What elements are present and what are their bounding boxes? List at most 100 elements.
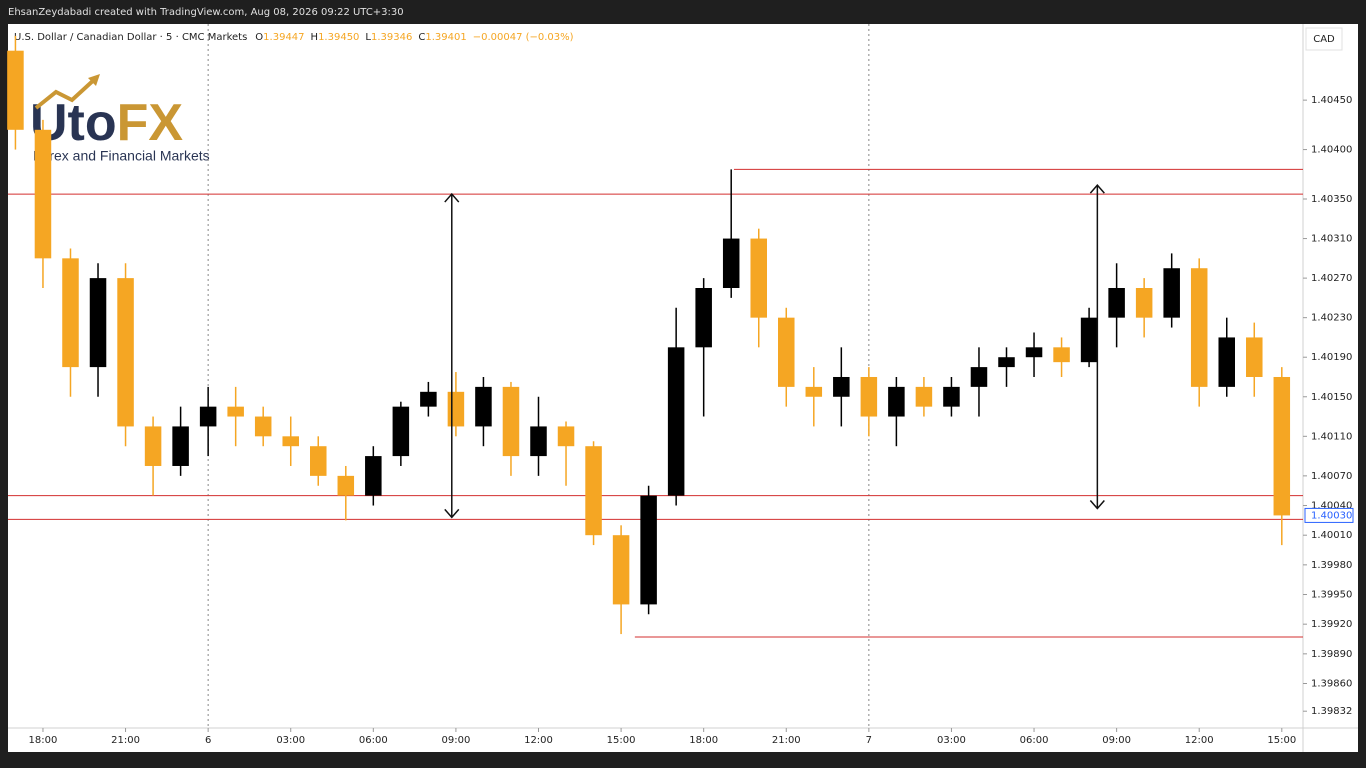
legend-ohlc-value: 1.39447 <box>263 32 304 43</box>
candle-body <box>7 50 24 130</box>
currency: CAD <box>1313 34 1335 45</box>
x-tick-label: 6 <box>205 735 211 746</box>
candle-body <box>1080 317 1098 363</box>
candle-body <box>1163 268 1180 318</box>
candle-body <box>612 535 630 605</box>
candle-body <box>227 406 244 417</box>
candle-body <box>640 495 657 605</box>
candle-body <box>833 376 850 397</box>
candle-body <box>475 386 492 427</box>
candle-body <box>310 446 327 476</box>
y-tick-label: 1.40190 <box>1311 352 1352 363</box>
y-tick-label: 1.40400 <box>1311 145 1352 156</box>
y-tick-label: 1.40110 <box>1311 431 1352 442</box>
last-price-box <box>1304 507 1354 523</box>
y-tick-label: 1.39920 <box>1311 619 1352 630</box>
x-tick-label: 06:00 <box>1020 735 1049 746</box>
candle-body <box>778 317 795 387</box>
candle-body <box>1025 347 1043 358</box>
candle-body <box>970 367 988 387</box>
y-tick-label: 1.39950 <box>1311 590 1352 601</box>
y-tick-label: 1.40350 <box>1311 194 1352 205</box>
y-tick-label: 1.40310 <box>1311 234 1352 245</box>
y-tick-label: 1.39890 <box>1311 649 1352 660</box>
x-tick-label: 21:00 <box>111 735 140 746</box>
logo-arrowhead <box>88 74 100 86</box>
candle-body <box>1246 337 1263 377</box>
candle-body <box>89 278 107 368</box>
x-tick-label: 03:00 <box>937 735 966 746</box>
candle-body <box>172 426 189 466</box>
candle-body <box>282 436 299 447</box>
x-tick-label: 03:00 <box>276 735 305 746</box>
y-tick-label: 1.39860 <box>1311 679 1352 690</box>
x-tick-label: 12:00 <box>524 735 553 746</box>
x-tick-label: 06:00 <box>359 735 388 746</box>
x-tick-label: 18:00 <box>29 735 58 746</box>
candle-body <box>365 456 382 496</box>
legend-title: U.S. Dollar / Canadian Dollar · 5 · CMC … <box>14 32 247 43</box>
arrowhead <box>1089 184 1105 194</box>
arrowhead <box>1089 500 1105 510</box>
x-tick-label: 7 <box>866 735 872 746</box>
legend-ohlc-label: C <box>418 32 425 43</box>
logo-arrow <box>34 76 98 110</box>
candle-body <box>1135 288 1153 318</box>
candle-body <box>502 386 520 457</box>
candle-body <box>557 426 575 447</box>
candle-body <box>1108 288 1125 318</box>
legend-ohlc-value: 1.39450 <box>318 32 359 43</box>
candle-body <box>667 347 685 496</box>
candle-body <box>943 386 960 407</box>
legend-ohlc-value: 1.39401 <box>425 32 466 43</box>
y-tick-label: 1.39980 <box>1311 560 1352 571</box>
x-tick-label: 09:00 <box>441 735 470 746</box>
y-tick-label: 1.40150 <box>1311 392 1352 403</box>
candle-body <box>392 406 410 457</box>
candle-body <box>722 238 740 288</box>
candle-body <box>254 416 272 437</box>
y-tick-label: 1.40040 <box>1311 501 1352 512</box>
y-tick-label: 1.40230 <box>1311 313 1352 324</box>
candle-body <box>1273 376 1291 516</box>
y-tick-label: 1.39832 <box>1311 706 1352 717</box>
candle-body <box>1053 347 1070 363</box>
candle-body <box>34 129 52 259</box>
x-tick-label: 15:00 <box>1267 735 1296 746</box>
legend-header: U.S. Dollar / Canadian Dollar · 5 · CMC … <box>14 32 574 43</box>
candle-body <box>585 446 602 536</box>
legend-change: −0.00047 (−0.03%) <box>473 32 574 43</box>
y-tick-label: 1.40010 <box>1311 530 1352 541</box>
arrowhead <box>444 508 460 519</box>
currency-box <box>1305 27 1343 51</box>
candle-body <box>1190 268 1208 387</box>
x-tick-label: 18:00 <box>689 735 718 746</box>
y-tick-label: 1.40270 <box>1311 273 1352 284</box>
y-tick-label: 1.40450 <box>1311 95 1352 106</box>
x-tick-label: 21:00 <box>772 735 801 746</box>
legend-ohlc-value: 1.39346 <box>371 32 412 43</box>
y-tick-label: 1.40070 <box>1311 471 1352 482</box>
candle-body <box>1218 337 1236 387</box>
legend-ohlc-label: O <box>255 32 263 43</box>
candle-body <box>337 475 355 496</box>
candle-body <box>62 258 79 368</box>
arrowhead <box>444 192 460 203</box>
logo: UtoFX Forex and Financial Markets <box>30 74 210 164</box>
x-tick-label: 12:00 <box>1185 735 1214 746</box>
candle-body <box>420 391 437 407</box>
candle-body <box>199 406 217 427</box>
attribution: EhsanZeydabadi created with TradingView.… <box>8 7 404 18</box>
candle-body <box>915 386 933 407</box>
logo-brand: UtoFX <box>30 94 183 152</box>
logo-tagline: Forex and Financial Markets <box>33 148 210 164</box>
candle-body <box>805 386 823 397</box>
candle-body <box>447 391 465 427</box>
candle-body <box>117 278 134 427</box>
candle-body <box>144 426 162 466</box>
last-price-label: 1.40030 <box>1311 510 1352 521</box>
candle-body <box>860 376 878 417</box>
candle-body <box>998 357 1015 368</box>
